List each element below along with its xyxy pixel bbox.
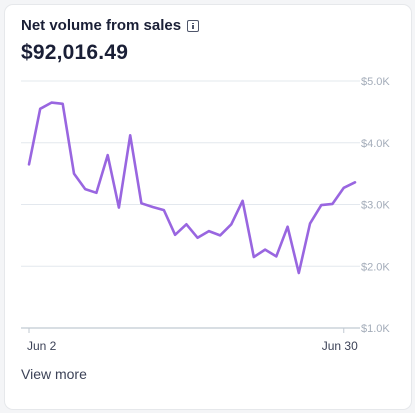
y-tick-label: $4.0K [361,138,390,150]
view-more-link[interactable]: View more [21,366,87,382]
net-volume-series-line [29,103,355,273]
x-tick-label: Jun 30 [322,339,358,353]
x-tick-label: Jun 2 [27,339,57,353]
y-tick-label: $1.0K [361,323,390,335]
y-tick-label: $3.0K [361,200,390,212]
y-tick-label: $2.0K [361,261,390,273]
y-tick-label: $5.0K [361,76,390,88]
